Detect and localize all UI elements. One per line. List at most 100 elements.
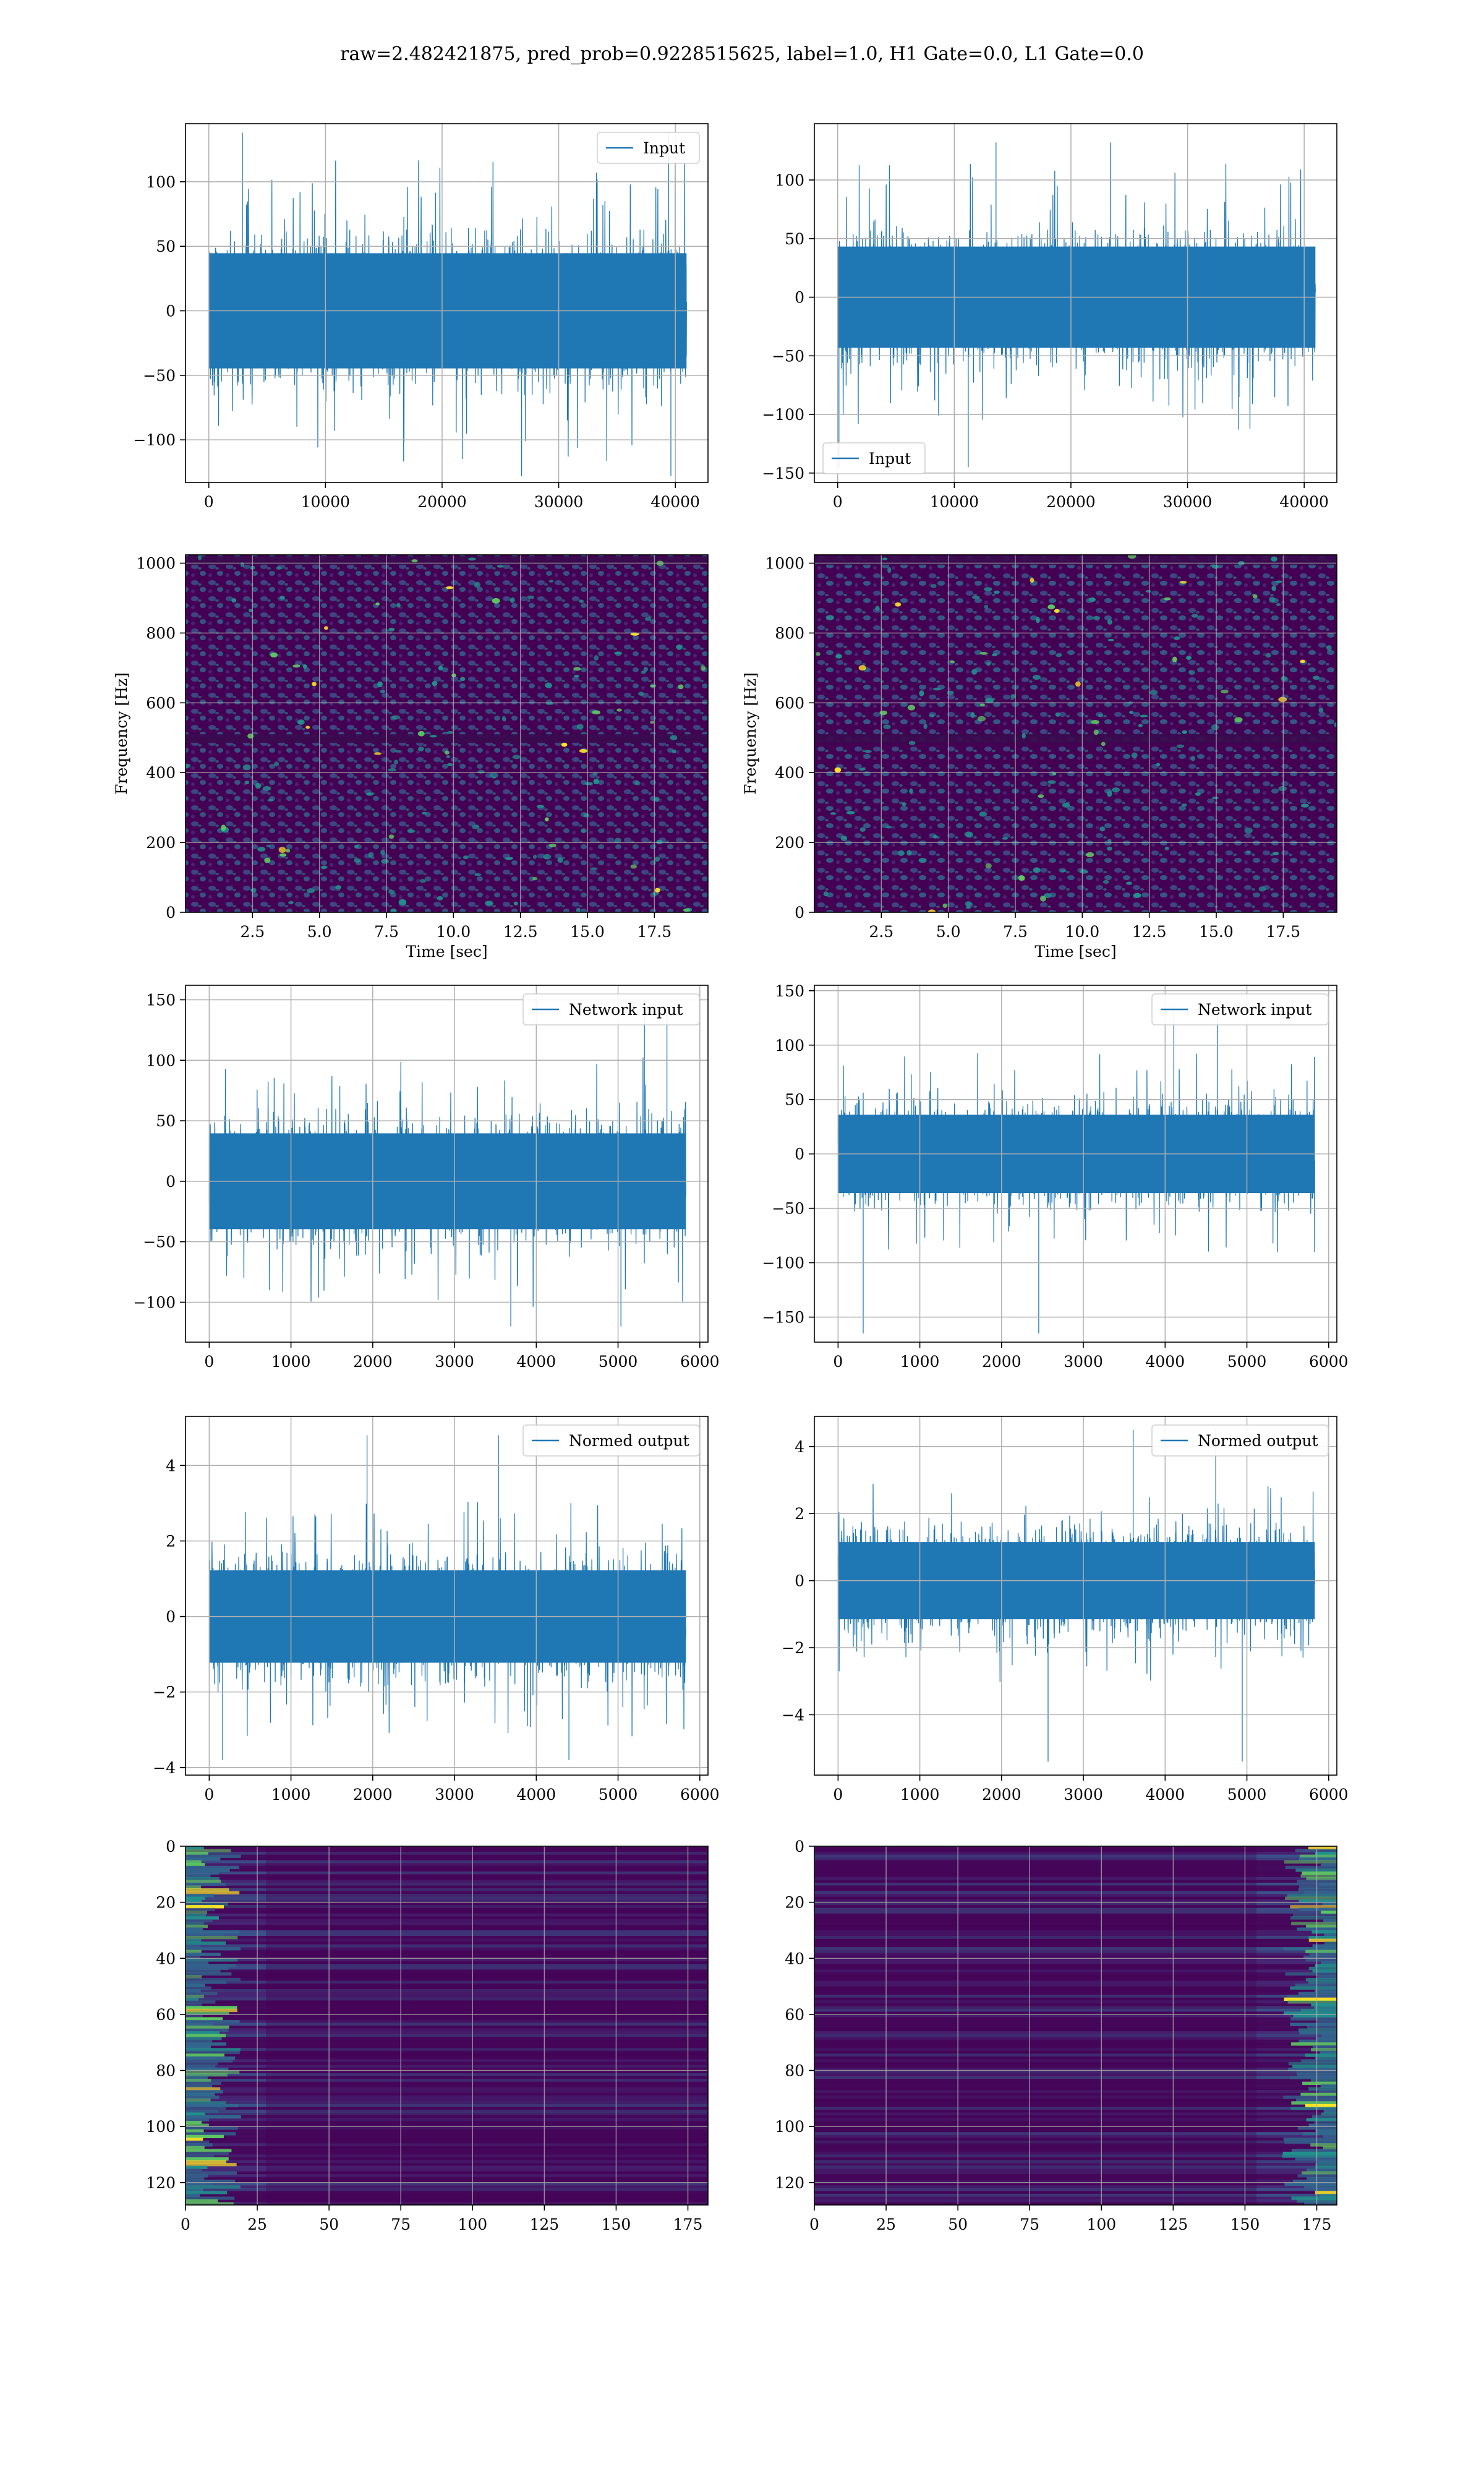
activation-row (814, 2109, 1337, 2113)
x-tick-label: 12.5 (503, 923, 538, 941)
spectrogram-speck (417, 746, 424, 751)
legend-label: Input (643, 139, 685, 157)
activation-row (814, 1944, 1337, 1948)
spectrogram-speck (446, 586, 454, 589)
activation-streak (186, 2008, 237, 2013)
spectrogram-speck (305, 726, 310, 729)
activation-streak (1284, 2140, 1337, 2144)
activation-row (814, 2134, 1337, 2138)
activation-row (814, 2048, 1337, 2052)
activation-row (186, 1913, 708, 1917)
activation-quiet-zone (814, 1846, 1256, 2205)
x-tick-label: 125 (529, 2215, 559, 2233)
spectrogram-speck (992, 653, 997, 657)
activation-streak (186, 2050, 240, 2055)
spectrogram-speck (1253, 594, 1258, 599)
x-tick-label: 1000 (271, 1786, 311, 1804)
x-axis-label: Time [sec] (406, 943, 487, 961)
activation-streak (186, 2000, 216, 2004)
activation-row (186, 1899, 708, 1903)
activation-streak (1282, 2154, 1337, 2158)
activation-row (814, 2191, 1337, 2194)
spectrogram-speck (533, 854, 537, 859)
activation-row (186, 2048, 708, 2052)
activation-streak (186, 2191, 228, 2194)
chart-spectrogram_left: 2.5 5.0 7.5 10.0 12.5 15.0 17.5 0 200 400 600 800 10… (113, 554, 709, 961)
spectrogram-speck (840, 835, 848, 841)
activation-row (814, 2087, 1337, 2091)
spectrogram-speck (1210, 564, 1216, 567)
axes-frame (185, 1416, 709, 1776)
activation-streak (1300, 1874, 1337, 1878)
activation-streak (186, 2092, 215, 2097)
y-tick-label: −2 (782, 1639, 804, 1657)
spectrogram-speck (1126, 881, 1132, 885)
activation-streak (1290, 2076, 1337, 2079)
spectrogram-speck (312, 682, 317, 687)
activation-streak (1314, 2121, 1337, 2125)
spectrogram-speck (858, 665, 866, 671)
activation-streak (186, 2070, 240, 2074)
spectrogram-speck (1188, 670, 1195, 675)
activation-streak (1298, 1888, 1337, 1892)
activation-streak (186, 1888, 229, 1892)
activation-row (186, 2028, 708, 2032)
spectrogram-speck (1047, 604, 1055, 610)
activation-row (814, 2000, 1337, 2004)
spectrogram-speck (902, 802, 906, 807)
spectrogram-speck (377, 681, 383, 688)
y-tick-label: −150 (762, 1309, 804, 1327)
spectrogram-speck (444, 750, 450, 755)
activation-streak (1298, 1899, 1337, 1903)
activation-streak (186, 2165, 208, 2169)
activation-row (186, 2202, 708, 2205)
chart-grid: 0 10000 20000 30000 40000−100−50050100Input0… (113, 123, 1349, 2233)
activation-streak (186, 1966, 229, 1971)
activation-streak (1293, 2014, 1337, 2018)
spectrogram-speck (411, 559, 418, 563)
plot-area (208, 1435, 686, 1760)
activation-row (814, 1984, 1337, 1987)
activation-streak (1295, 2157, 1337, 2161)
activation-streak (1295, 1849, 1337, 1852)
x-tick-label: 4000 (516, 1786, 556, 1804)
spectrogram-speck (419, 878, 427, 883)
y-tick-label: 80 (156, 2062, 176, 2080)
activation-row (814, 2123, 1337, 2127)
activation-row (186, 2073, 708, 2077)
x-tick-label: 3000 (1064, 1353, 1103, 1371)
spectrogram-speck (1212, 797, 1219, 800)
spectrogram-speck (616, 708, 622, 712)
spectrogram-speck (908, 740, 916, 745)
x-tick-label: 7.5 (374, 923, 399, 941)
x-tick-label: 0 (833, 1353, 843, 1371)
activation-row (186, 1852, 708, 1856)
activation-row (814, 2151, 1337, 2155)
activation-row (186, 2061, 708, 2065)
activation-row (814, 1986, 1337, 1990)
activation-streak (1308, 1938, 1337, 1942)
activation-streak (186, 1896, 205, 1900)
x-tick-label: 1000 (900, 1786, 940, 1804)
spectrogram-speck (1080, 869, 1088, 874)
activation-streak (1310, 2143, 1337, 2147)
x-tick-label: 10.0 (1065, 923, 1099, 941)
x-tick-label: 2.5 (869, 923, 893, 941)
spectrogram-speck (1055, 712, 1060, 717)
y-tick-label: 200 (775, 834, 804, 852)
activation-streak (186, 2079, 211, 2082)
activation-row (814, 2070, 1337, 2074)
activation-streak (1284, 2182, 1337, 2186)
y-tick-label: 0 (166, 1838, 176, 1856)
spectrogram-speck (447, 763, 453, 766)
x-tick-label: 10.0 (436, 923, 471, 941)
spectrogram-speck (438, 666, 443, 670)
activation-streak (1305, 1977, 1337, 1982)
spectrogram-speck (1244, 827, 1253, 834)
activation-streak (186, 1905, 224, 1909)
activation-streak (1298, 2028, 1337, 2032)
activation-streak (186, 2059, 233, 2063)
x-tick-label: 2.5 (240, 923, 265, 941)
spectrogram-speck (471, 824, 480, 829)
spectrogram-speck (898, 850, 905, 856)
